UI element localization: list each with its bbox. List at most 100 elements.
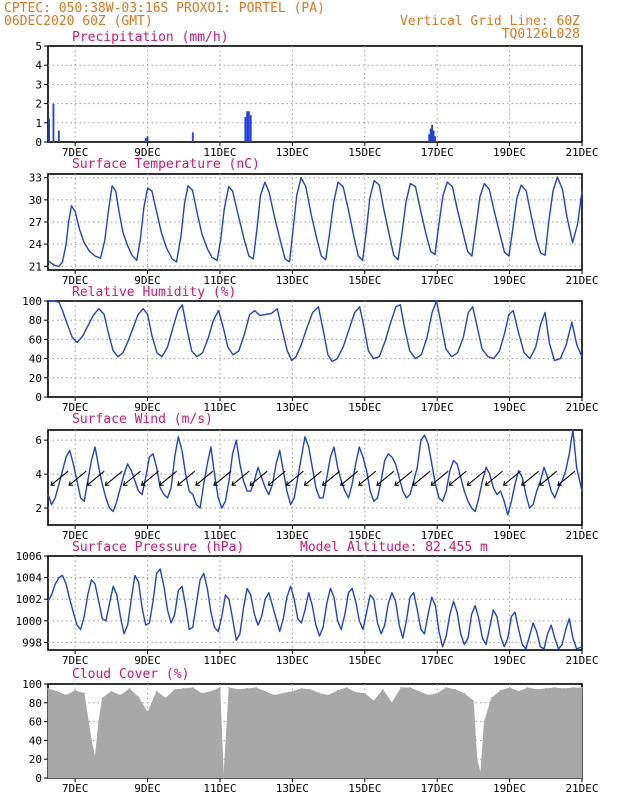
cloud-point [137, 696, 140, 698]
wind-arrow-head [140, 481, 146, 486]
cloud-point [155, 690, 158, 693]
cloud-point [182, 687, 185, 690]
precip-bar [146, 136, 149, 142]
wind-arrow-shaft [304, 470, 322, 486]
cloud-point [219, 686, 221, 689]
wind-arrow-head [303, 481, 309, 486]
x-tick-label: 13DEC [276, 782, 309, 795]
wind-arrow-shaft [286, 470, 304, 486]
x-tick-label: 13DEC [276, 401, 309, 414]
x-tick-label: 7DEC [62, 146, 89, 159]
cloud-point [526, 686, 529, 689]
precip-bar [52, 103, 55, 142]
wind-arrow-shaft [430, 470, 449, 486]
x-tick-label: 19DEC [493, 529, 526, 542]
y-tick-label: 40 [29, 353, 42, 366]
wind-arrow-shaft [322, 470, 340, 486]
panel-cloud: 0 20 40 60 80 100 7DEC 9DEC 11DEC 13DEC 15DEC 17DEC… [22, 667, 598, 795]
wind-arrow-shaft [267, 470, 286, 486]
cloud-point [309, 688, 312, 691]
x-tick-label: 15DEC [348, 274, 381, 287]
x-tick-label: 9DEC [134, 146, 161, 159]
panel-frame [47, 429, 583, 526]
cloud-point [282, 692, 285, 695]
wind-arrow-shaft [467, 470, 485, 486]
header-gridline-note: Vertical Grid Line: 60Z [400, 14, 580, 29]
precip-bar [428, 134, 431, 142]
wind-arrow-shaft [394, 470, 413, 486]
cloud-point [56, 690, 58, 693]
x-tick-label: 21DEC [565, 401, 598, 414]
y-tick-label: 100 [22, 295, 42, 308]
cloud-point [427, 694, 429, 697]
panel-pressure: 998 1000 1002 1004 1006 7DEC 9DEC 11DEC 13DEC 15D… [16, 540, 599, 667]
y-tick-label: 33 [29, 172, 42, 185]
panel-title-rh: Relative Humidity (%) [72, 285, 236, 300]
panel-frame [47, 300, 583, 398]
cloud-point [517, 690, 520, 693]
cloud-point [479, 772, 482, 775]
x-tick-label: 7DEC [62, 274, 89, 287]
precip-bar [249, 115, 252, 142]
wind-arrow-head [267, 481, 273, 486]
y-tick-label: 0 [35, 136, 42, 149]
cloud-point [554, 686, 556, 689]
wind-arrow-shaft [503, 470, 521, 486]
x-tick-label: 21DEC [565, 529, 598, 542]
x-tick-label: 11DEC [203, 274, 236, 287]
precip-bar [57, 130, 60, 142]
cloud-point [110, 690, 113, 693]
cloud-point [65, 694, 67, 697]
wind-arrow-shaft [358, 470, 377, 486]
y-tick-label: 2 [35, 502, 42, 515]
panel-precip: 0 1 2 3 4 5 7DEC 9DEC 11DEC 13DEC 15DEC 17DEC 19DEC 2… [35, 30, 598, 159]
panel-title-cloud: Cloud Cover (%) [72, 667, 189, 682]
cloud-point [74, 689, 76, 692]
y-tick-label: 60 [29, 716, 42, 729]
wind-arrow-shaft [485, 470, 503, 486]
wind-arrow-shaft [249, 470, 268, 486]
y-tick-label: 1 [35, 117, 42, 130]
x-tick-label: 9DEC [134, 274, 161, 287]
x-tick-label: 9DEC [134, 401, 161, 414]
precip-bar [144, 138, 147, 142]
cloud-point [345, 686, 348, 689]
precip-bar [48, 118, 50, 142]
cloud-point [472, 700, 475, 702]
wind-arrow-head [376, 481, 381, 486]
wind-arrow-head [122, 481, 128, 486]
panel-title-wind: Surface Wind (m/s) [72, 412, 213, 427]
wind-arrow-head [340, 481, 345, 486]
x-tick-label: 17DEC [421, 146, 454, 159]
precip-bar [434, 136, 436, 142]
y-tick-label: 5 [35, 40, 42, 53]
cloud-point [572, 686, 574, 689]
y-tick-label: 40 [29, 734, 42, 747]
cloud-point [476, 758, 478, 760]
cloud-point [90, 739, 93, 742]
wind-arrow-head [358, 481, 363, 486]
y-tick-label: 0 [35, 391, 42, 404]
cloud-point [418, 690, 420, 693]
cloud-point [563, 687, 565, 690]
cloud-point [228, 686, 230, 689]
cloud-point [47, 687, 49, 690]
wind-arrow-head [557, 481, 562, 486]
x-tick-label: 7DEC [62, 529, 89, 542]
cloud-point [508, 686, 511, 689]
y-tick-label: 2 [35, 98, 42, 111]
wind-arrow-shaft [521, 470, 540, 486]
cloud-point [409, 686, 411, 689]
y-tick-label: 6 [35, 434, 42, 447]
panel-temp: 21 24 27 30 33 7DEC 9DEC 11DEC 13DEC 15DEC 17DEC 19… [29, 157, 599, 287]
wind-arrow-shaft [448, 470, 467, 486]
wind-arrow-shaft [86, 470, 105, 486]
y-tick-label: 1006 [16, 550, 43, 563]
x-tick-label: 15DEC [348, 782, 381, 795]
wind-arrow-head [430, 481, 436, 486]
cloud-point [291, 690, 294, 693]
y-tick-label: 100 [22, 678, 42, 691]
cloud-point [210, 690, 212, 693]
